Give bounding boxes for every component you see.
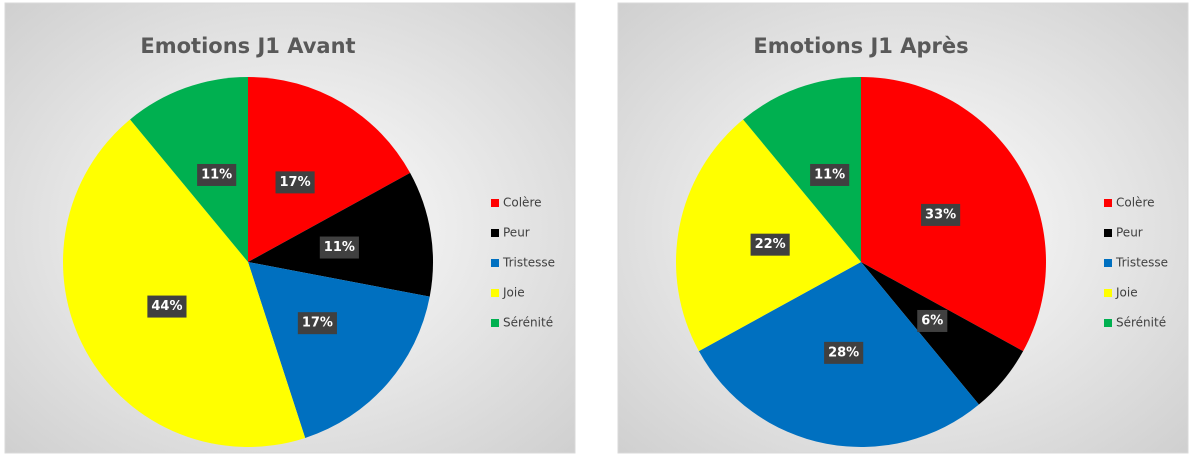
legend-swatch — [491, 229, 499, 237]
pie-slice — [248, 77, 411, 262]
legend-swatch — [491, 259, 499, 267]
legend-swatch — [491, 319, 499, 327]
chart-title: Emotions J1 Après — [753, 34, 968, 58]
data-label: 44% — [151, 299, 182, 314]
data-label-box — [810, 163, 850, 186]
legend-label: Joie — [502, 286, 525, 300]
data-label: 33% — [925, 207, 956, 222]
legend-swatch — [1104, 319, 1112, 327]
legend-label: Sérénité — [503, 316, 553, 330]
legend-swatch — [1104, 259, 1112, 267]
data-label: 11% — [814, 167, 845, 182]
data-label: 22% — [755, 237, 786, 252]
data-label: 11% — [324, 240, 355, 255]
legend-label: Joie — [1115, 286, 1138, 300]
pie-slice — [248, 262, 430, 438]
legend-label: Peur — [503, 226, 530, 240]
legend-label: Peur — [1116, 226, 1143, 240]
data-label: 17% — [280, 175, 311, 190]
data-label-box — [750, 233, 790, 256]
pie-slice — [743, 77, 861, 262]
data-label-box — [197, 163, 237, 186]
legend-swatch — [491, 199, 499, 207]
data-label: 6% — [921, 313, 943, 328]
chart-title: Emotions J1 Avant — [140, 34, 355, 58]
pie-slice — [861, 262, 1024, 405]
pie-slice — [62, 119, 306, 448]
legend-swatch — [1104, 229, 1112, 237]
legend-swatch — [491, 289, 499, 297]
legend-label: Sérénité — [1116, 316, 1166, 330]
data-label-box — [917, 309, 948, 332]
pie-slice — [130, 77, 248, 262]
data-label: 17% — [302, 316, 333, 331]
pie-slice — [248, 172, 433, 297]
legend-label: Tristesse — [502, 256, 555, 270]
legend-label: Colère — [1116, 196, 1155, 210]
data-label-box — [297, 312, 337, 335]
data-label-box — [147, 295, 187, 318]
data-label-box — [275, 171, 315, 194]
legend-label: Colère — [503, 196, 542, 210]
legend-swatch — [1104, 199, 1112, 207]
legend-label: Tristesse — [1115, 256, 1168, 270]
data-label-box — [824, 341, 864, 364]
data-label-box — [921, 203, 961, 226]
data-label: 11% — [201, 167, 232, 182]
data-label: 28% — [828, 345, 859, 360]
data-label-box — [319, 236, 359, 259]
legend-swatch — [1104, 289, 1112, 297]
